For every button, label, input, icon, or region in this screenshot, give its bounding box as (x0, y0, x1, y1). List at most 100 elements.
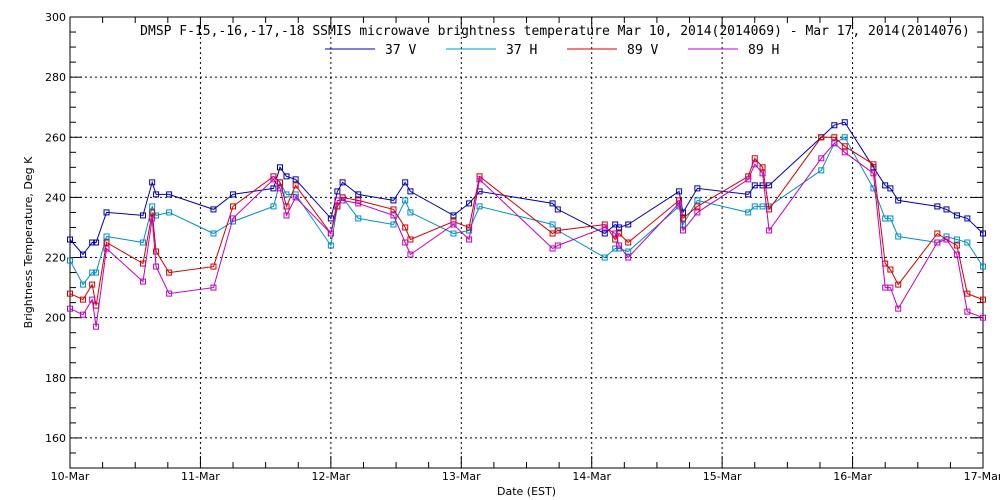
data-point-37v (841, 119, 848, 126)
data-point-89h (270, 176, 277, 183)
data-point-89h (292, 194, 299, 201)
data-point-89v (153, 248, 160, 255)
data-point-89v (831, 134, 838, 141)
x-tick-label: 15-Mar (703, 470, 742, 483)
data-point-89v (625, 239, 632, 246)
data-point-89v (895, 281, 902, 288)
grid-lines (70, 17, 983, 468)
data-point-37h (327, 242, 334, 249)
data-point-89h (230, 215, 237, 222)
data-point-37v (882, 182, 889, 189)
data-point-89v (680, 215, 687, 222)
data-point-37h (390, 221, 397, 228)
data-point-37h (140, 239, 147, 246)
data-point-37v (355, 191, 362, 198)
data-point-37h (355, 215, 362, 222)
y-tick-label: 160 (45, 432, 66, 445)
data-point-89v (276, 179, 283, 186)
data-point-37h (694, 197, 701, 204)
series-line-37v (69, 121, 984, 256)
data-point-37h (103, 233, 110, 240)
data-point-89h (680, 227, 687, 234)
x-tick-label: 14-Mar (572, 470, 611, 483)
data-point-89h (476, 176, 483, 183)
data-point-37v (953, 212, 960, 219)
data-point-37v (103, 209, 110, 216)
data-point-89h (407, 251, 414, 258)
data-point-37v (89, 239, 96, 246)
data-point-37v (390, 197, 397, 204)
y-axis-label: Brightness Temperature, Deg K (22, 156, 35, 328)
data-point-37v (466, 200, 473, 207)
data-point-37v (210, 206, 217, 213)
data-point-37h (270, 203, 277, 210)
data-point-37h (980, 263, 986, 270)
data-point-89h (625, 254, 632, 261)
data-point-89v (80, 296, 87, 303)
data-point-37h (166, 209, 173, 216)
data-point-89v (402, 224, 409, 231)
data-point-89h (166, 290, 173, 297)
data-point-37v (407, 188, 414, 195)
legend-label-37h: 37 H (506, 43, 537, 58)
data-point-89h (549, 245, 556, 252)
x-tick-label: 10-Mar (51, 470, 90, 483)
data-point-89v (334, 203, 341, 210)
data-point-37h (612, 245, 619, 252)
data-point-89v (870, 161, 877, 168)
y-tick-label: 280 (45, 71, 66, 84)
data-point-37v (964, 215, 971, 222)
data-point-37h (67, 257, 73, 264)
data-point-89v (103, 239, 110, 246)
data-point-37h (818, 167, 825, 174)
data-point-37v (402, 179, 409, 186)
data-point-89v (407, 236, 414, 243)
data-point-89h (751, 161, 758, 168)
data-point-89h (339, 197, 346, 204)
data-point-89h (89, 296, 96, 303)
y-tick-label: 240 (45, 191, 66, 204)
data-point-89h (895, 305, 902, 312)
data-point-89v (230, 203, 237, 210)
data-point-89h (964, 308, 971, 315)
data-point-37h (751, 203, 758, 210)
data-point-37h (887, 215, 894, 222)
data-point-37h (953, 236, 960, 243)
data-point-37h (549, 221, 556, 228)
data-point-37h (149, 203, 156, 210)
data-point-37h (745, 209, 752, 216)
data-point-89v (390, 206, 397, 213)
data-point-37h (625, 248, 632, 255)
data-point-89h (841, 149, 848, 156)
data-point-37v (270, 185, 277, 192)
data-point-89v (549, 230, 556, 237)
series-line-89v (69, 136, 984, 306)
data-point-89h (934, 239, 941, 246)
data-point-89h (887, 284, 894, 291)
plot-frame (69, 16, 984, 469)
data-point-37h (89, 269, 96, 276)
data-point-37v (943, 206, 950, 213)
data-point-89v (841, 143, 848, 150)
series-89v (67, 134, 986, 309)
data-point-37v (140, 212, 147, 219)
data-point-37v (283, 173, 290, 180)
x-tick-label: 11-Mar (181, 470, 220, 483)
data-point-89h (831, 140, 838, 147)
data-point-37v (694, 185, 701, 192)
data-point-89h (953, 251, 960, 258)
data-point-89h (355, 200, 362, 207)
data-point-89h (450, 221, 457, 228)
data-point-89h (943, 236, 950, 243)
data-point-89v (980, 296, 986, 303)
data-point-89h (980, 314, 986, 321)
data-point-37v (450, 212, 457, 219)
y-tick-label: 180 (45, 372, 66, 385)
data-point-89h (140, 278, 147, 285)
data-point-37v (766, 182, 773, 189)
data-point-89v (612, 236, 619, 243)
series-89h (67, 140, 986, 330)
data-point-37v (292, 176, 299, 183)
data-point-37v (980, 230, 986, 237)
